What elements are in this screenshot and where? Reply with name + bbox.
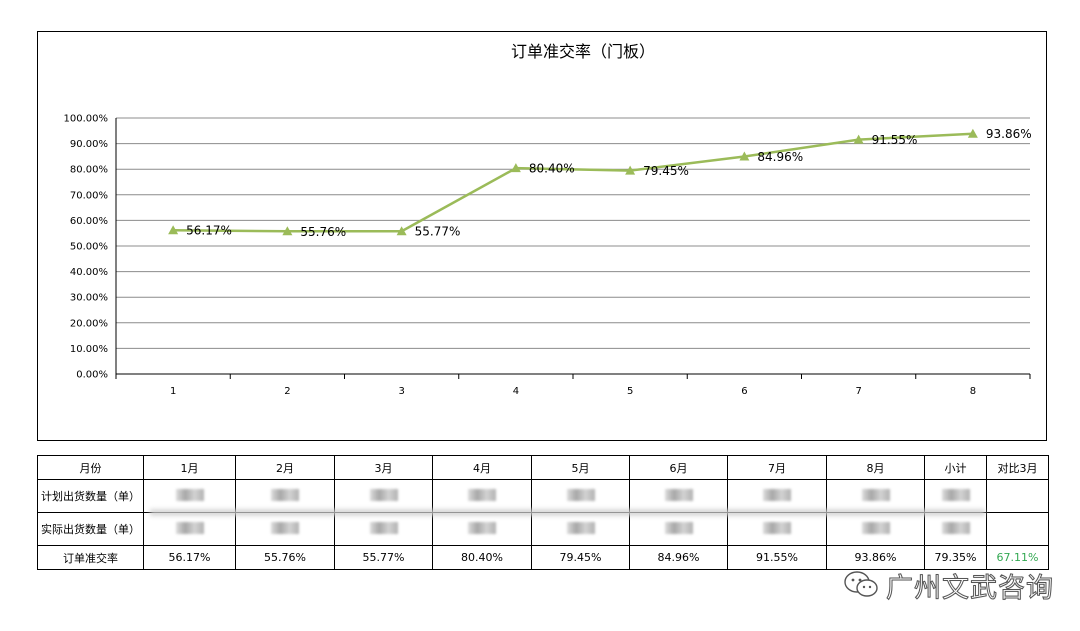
blurred-cell: [924, 479, 987, 513]
data-point-marker: [625, 165, 636, 175]
header-cell: 8月: [826, 455, 925, 480]
blurred-cell: [826, 479, 925, 513]
data-label: 91.55%: [872, 133, 918, 147]
data-point-marker: [396, 226, 407, 236]
table-header-row: 月份 1月 2月 3月 4月 5月 6月 7月 8月 小计 对比3月: [37, 455, 1049, 480]
blurred-cell: [826, 512, 925, 546]
x-tick-label: 6: [741, 386, 747, 397]
rate-cell: 93.86%: [826, 545, 925, 570]
empty-cell: [986, 512, 1049, 546]
y-tick-label: 100.00%: [64, 114, 109, 125]
rate-cell: 56.17%: [143, 545, 236, 570]
blurred-cell: [143, 479, 236, 513]
data-label: 80.40%: [529, 162, 575, 176]
data-label: 55.76%: [300, 225, 346, 239]
header-cell: 4月: [432, 455, 532, 480]
x-tick-label: 1: [170, 386, 176, 397]
header-cell: 3月: [334, 455, 433, 480]
header-cell: 对比3月: [986, 455, 1049, 480]
rate-cell: 79.45%: [531, 545, 630, 570]
data-point-marker: [853, 134, 864, 144]
x-tick-label: 5: [627, 386, 633, 397]
rate-cell: 55.77%: [334, 545, 433, 570]
blurred-cell: [629, 512, 728, 546]
chart-title: 订单准交率（门板）: [511, 42, 655, 61]
x-tick-label: 3: [398, 386, 404, 397]
data-point-marker: [168, 225, 179, 235]
x-tick-label: 8: [970, 386, 976, 397]
y-tick-label: 10.00%: [70, 344, 108, 355]
table-row-planned: 计划出货数量（单）: [37, 479, 1049, 513]
y-tick-label: 0.00%: [76, 370, 108, 381]
line-chart: 订单准交率（门板） 0.00% 10.00% 20.00% 30.00% 40.00% 50…: [64, 42, 1032, 397]
blurred-cell: [334, 512, 433, 546]
data-point-marker: [282, 226, 293, 236]
rate-cell: 55.76%: [235, 545, 335, 570]
data-point-marker: [510, 163, 521, 173]
data-label: 93.86%: [986, 127, 1032, 141]
blurred-cell: [531, 479, 630, 513]
series-line: [173, 132, 973, 233]
y-tick-label: 30.00%: [70, 293, 108, 304]
y-tick-label: 60.00%: [70, 216, 108, 227]
header-cell: 5月: [531, 455, 630, 480]
blurred-cell: [334, 479, 433, 513]
x-tick-label: 7: [855, 386, 861, 397]
blurred-cell: [235, 479, 335, 513]
blurred-cell: [143, 512, 236, 546]
header-cell: 小计: [924, 455, 987, 480]
rate-cell: 91.55%: [727, 545, 827, 570]
header-cell: 6月: [629, 455, 728, 480]
data-point-marker: [967, 128, 978, 138]
blurred-cell: [924, 512, 987, 546]
empty-cell: [986, 479, 1049, 513]
redaction-band: [150, 509, 985, 516]
data-point-marker: [739, 151, 750, 161]
header-cell: 1月: [143, 455, 236, 480]
row-label: 实际出货数量（单）: [37, 512, 144, 546]
x-tick-label: 4: [513, 386, 519, 397]
header-cell: 7月: [727, 455, 827, 480]
data-label: 56.17%: [186, 224, 232, 238]
wechat-icon: [844, 571, 878, 597]
chart-frame: 订单准交率（门板） 0.00% 10.00% 20.00% 30.00% 40.00% 50…: [37, 31, 1047, 441]
blurred-cell: [235, 512, 335, 546]
data-label: 79.45%: [643, 164, 689, 178]
blurred-cell: [629, 479, 728, 513]
blurred-cell: [531, 512, 630, 546]
y-tick-label: 40.00%: [70, 267, 108, 278]
blurred-cell: [432, 479, 532, 513]
data-label: 84.96%: [757, 150, 803, 164]
blurred-cell: [727, 479, 827, 513]
table-row-actual: 实际出货数量（单）: [37, 512, 1049, 546]
y-tick-label: 80.00%: [70, 165, 108, 176]
row-label: 订单准交率: [37, 545, 144, 570]
compare-cell: 67.11%: [986, 545, 1049, 570]
header-cell: 2月: [235, 455, 335, 480]
table-row-rate: 订单准交率 56.17% 55.76% 55.77% 80.40% 79.45%…: [37, 545, 1049, 570]
data-label: 55.77%: [415, 225, 461, 239]
rate-cell: 84.96%: [629, 545, 728, 570]
blurred-cell: [432, 512, 532, 546]
blurred-cell: [727, 512, 827, 546]
y-tick-label: 70.00%: [70, 190, 108, 201]
y-tick-label: 20.00%: [70, 318, 108, 329]
subtotal-cell: 79.35%: [924, 545, 987, 570]
row-label: 计划出货数量（单）: [37, 479, 144, 513]
watermark: 广州文武咨询: [842, 565, 1054, 605]
header-cell: 月份: [37, 455, 144, 480]
watermark-text: 广州文武咨询: [886, 572, 1054, 604]
rate-cell: 80.40%: [432, 545, 532, 570]
x-tick-label: 2: [284, 386, 290, 397]
y-tick-label: 90.00%: [70, 139, 108, 150]
y-tick-label: 50.00%: [70, 242, 108, 253]
